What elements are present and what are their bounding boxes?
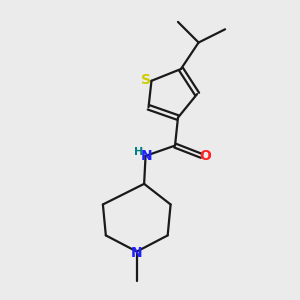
Text: S: S [141,73,151,87]
Text: N: N [131,246,142,260]
Text: H: H [134,147,144,158]
Text: O: O [200,149,211,163]
Text: N: N [141,149,153,163]
